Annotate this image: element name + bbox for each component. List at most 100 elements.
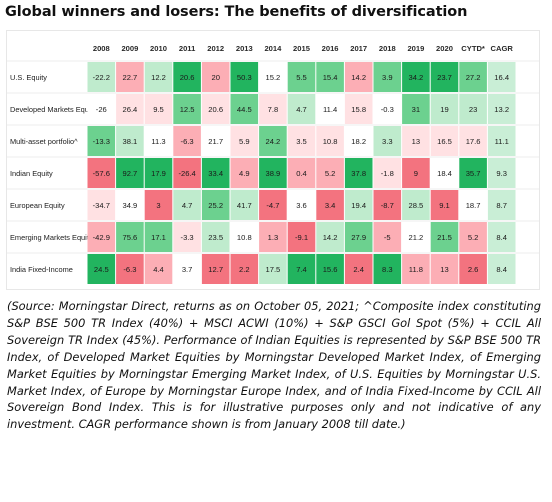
heatmap-cell [173,190,201,220]
cell-value: -4.7 [266,201,279,210]
heatmap-cell [430,126,459,156]
cell-value: 14.2 [323,233,338,242]
cell-value: -34.7 [93,201,110,210]
cell-value: 9.5 [153,105,164,114]
cell-value: -22.2 [93,73,110,82]
cell-value: 11.3 [151,137,165,146]
heatmap-cell [230,254,259,284]
cell-value: 13 [440,265,448,274]
heatmap-cell [287,158,316,188]
cell-value: 38.9 [266,169,281,178]
column-header-2015: 2015 [293,44,311,53]
cell-value: -6.3 [123,265,136,274]
heatmap-cell [87,190,116,220]
cell-value: 4.9 [239,169,250,178]
heatmap-cell [116,94,144,124]
cell-value: 26.4 [123,105,138,114]
column-header-2012: 2012 [207,44,224,53]
cell-value: 24.2 [266,137,281,146]
row-label: U.S. Equity [10,73,47,82]
cell-value: 20.6 [208,105,223,114]
cell-value: 14.2 [351,73,366,82]
heatmap-cell [487,190,516,220]
cell-value: 20 [211,73,219,82]
cell-value: 18.2 [351,137,366,146]
heatmap-cell [487,158,516,188]
cell-value: -9.1 [295,233,308,242]
cell-value: 75.6 [123,233,138,242]
cell-value: 3 [156,201,160,210]
column-header-2010: 2010 [150,44,167,53]
cell-value: 2.4 [353,265,364,274]
heatmap-cell [316,222,344,252]
heatmap-cell [287,222,316,252]
cell-value: 41.7 [237,201,252,210]
cell-value: 24.5 [94,265,109,274]
heatmap-cell [144,158,173,188]
cell-value: 17.6 [466,137,481,146]
heatmap-cell [430,158,459,188]
cell-value: 23 [469,105,477,114]
column-header-2009: 2009 [121,44,138,53]
heatmap-cell [201,94,230,124]
heatmap-cell [373,62,402,92]
heatmap-cell [173,222,201,252]
heatmap-cell [87,62,116,92]
cell-value: 8.4 [496,265,507,274]
cell-value: 18.7 [466,201,481,210]
cell-value: 33.4 [208,169,223,178]
heatmap-svg: 2008 2009 2010 2011 2012 2013 2014 2015 2016 2017… [7,44,539,284]
column-header-2013: 2013 [236,44,253,53]
cell-value: 5.2 [468,233,479,242]
heatmap-cell [459,190,487,220]
heatmap-cell [459,126,487,156]
heatmap-cell [373,94,402,124]
heatmap-cell [487,126,516,156]
heatmap-cell [144,254,173,284]
heatmap-cell [287,190,316,220]
heatmap-cell [459,62,487,92]
heatmap-cell [201,222,230,252]
heatmap-cell [402,190,430,220]
cell-value: 5.2 [325,169,336,178]
cell-value: 9.3 [496,169,507,178]
heatmap-cell [316,126,344,156]
cell-value: 21.5 [437,233,452,242]
heatmap-cell [87,254,116,284]
cell-value: 92.7 [123,169,138,178]
heatmap-cell [373,126,402,156]
cell-value: 4.7 [182,201,193,210]
cell-value: -26 [96,105,107,114]
column-header-2020: 2020 [436,44,453,53]
source-note: (Source: Morningstar Direct, returns as … [7,299,541,432]
cell-value: 19.4 [351,201,366,210]
heatmap-cell [230,190,259,220]
cell-value: 3.4 [325,201,336,210]
heatmap-cell [459,254,487,284]
heatmap-cell [116,126,144,156]
heatmap-cell [87,126,116,156]
column-header-2016: 2016 [322,44,339,53]
heatmap-cell [402,126,430,156]
column-header-2008: 2008 [93,44,110,53]
heatmap-cell [259,126,287,156]
column-header-2011: 2011 [179,44,196,53]
cell-value: 25.2 [208,201,223,210]
cell-value: 21.2 [409,233,424,242]
heatmap-cell [87,158,116,188]
heatmap-cell [230,126,259,156]
heatmap-cell [344,94,373,124]
heatmap-cell [259,62,287,92]
cell-value: 9.1 [439,201,450,210]
heatmap-cell [259,158,287,188]
cell-value: 17.5 [266,265,281,274]
cell-value: 22.7 [123,73,138,82]
cell-value: 12.2 [151,73,166,82]
cell-value: 15.2 [266,73,281,82]
heatmap-cell [402,158,430,188]
heatmap-cell [344,222,373,252]
cell-value: 3.3 [382,137,393,146]
cell-value: 17.1 [151,233,166,242]
cell-value: 13.2 [494,105,509,114]
cell-value: 4.4 [153,265,164,274]
